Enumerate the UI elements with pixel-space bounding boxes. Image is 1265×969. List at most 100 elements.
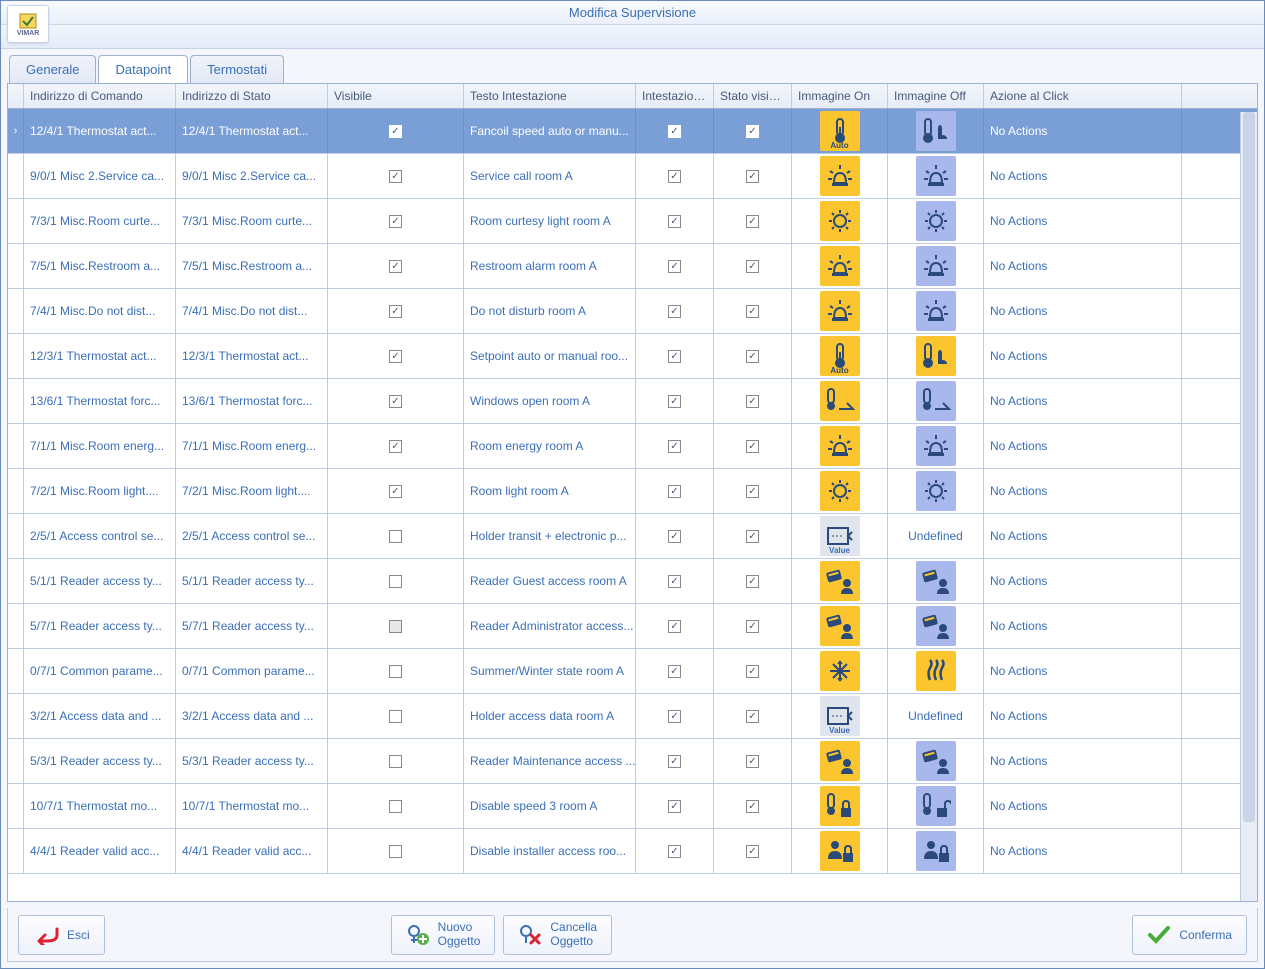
checkbox[interactable]: ✓ [746,305,759,318]
header-text-cell[interactable]: Holder transit + electronic p... [464,514,636,558]
visible-cell[interactable] [328,604,464,648]
checkbox[interactable]: ✓ [746,350,759,363]
image-on-cell[interactable]: Auto [792,334,888,378]
state-visible-cell[interactable]: ✓ [714,379,792,423]
image-off-cell[interactable] [888,154,984,198]
header-visible-cell[interactable]: ✓ [636,784,714,828]
visible-cell[interactable] [328,694,464,738]
state-address-cell[interactable]: 5/1/1 Reader access ty... [176,559,328,603]
cmd-address-cell[interactable]: 5/7/1 Reader access ty... [24,604,176,648]
cmd-address-cell[interactable]: 7/3/1 Misc.Room curte... [24,199,176,243]
header-visible-cell[interactable]: ✓ [636,559,714,603]
header-text-cell[interactable]: Holder access data room A [464,694,636,738]
checkbox[interactable]: ✓ [668,215,681,228]
click-action-cell[interactable]: No Actions [984,469,1182,513]
table-row[interactable]: 0/7/1 Common parame...0/7/1 Common param… [8,649,1257,694]
visible-cell[interactable]: ✓ [328,334,464,378]
tab-datapoint[interactable]: Datapoint [98,55,188,83]
table-row[interactable]: 5/3/1 Reader access ty...5/3/1 Reader ac… [8,739,1257,784]
click-action-cell[interactable]: No Actions [984,154,1182,198]
visible-cell[interactable] [328,784,464,828]
table-row[interactable]: 5/1/1 Reader access ty...5/1/1 Reader ac… [8,559,1257,604]
cmd-address-cell[interactable]: 7/1/1 Misc.Room energ... [24,424,176,468]
checkbox[interactable] [389,575,402,588]
header-visible-cell[interactable]: ✓ [636,379,714,423]
cmd-address-cell[interactable]: 10/7/1 Thermostat mo... [24,784,176,828]
checkbox[interactable]: ✓ [668,395,681,408]
image-on-cell[interactable] [792,154,888,198]
checkbox[interactable]: ✓ [389,260,402,273]
header-visible-cell[interactable]: ✓ [636,469,714,513]
checkbox[interactable]: ✓ [389,485,402,498]
checkbox[interactable] [389,710,402,723]
checkbox[interactable]: ✓ [746,620,759,633]
visible-cell[interactable]: ✓ [328,154,464,198]
state-address-cell[interactable]: 2/5/1 Access control se... [176,514,328,558]
state-visible-cell[interactable]: ✓ [714,289,792,333]
cmd-address-cell[interactable]: 0/7/1 Common parame... [24,649,176,693]
app-logo[interactable]: VIMAR [7,5,49,43]
click-action-cell[interactable]: No Actions [984,424,1182,468]
table-row[interactable]: 10/7/1 Thermostat mo...10/7/1 Thermostat… [8,784,1257,829]
header-text-cell[interactable]: Summer/Winter state room A [464,649,636,693]
cmd-address-cell[interactable]: 5/3/1 Reader access ty... [24,739,176,783]
header-visible-cell[interactable]: ✓ [636,199,714,243]
visible-cell[interactable] [328,559,464,603]
header-visible-cell[interactable]: ✓ [636,289,714,333]
table-row[interactable]: 7/2/1 Misc.Room light....7/2/1 Misc.Room… [8,469,1257,514]
cmd-address-cell[interactable]: 3/2/1 Access data and ... [24,694,176,738]
image-off-cell[interactable] [888,739,984,783]
visible-cell[interactable]: ✓ [328,244,464,288]
header-visible-cell[interactable]: ✓ [636,109,714,153]
state-address-cell[interactable]: 5/3/1 Reader access ty... [176,739,328,783]
image-on-cell[interactable]: Value [792,694,888,738]
checkbox[interactable]: ✓ [746,845,759,858]
checkbox[interactable]: ✓ [668,845,681,858]
cmd-address-cell[interactable]: 13/6/1 Thermostat forc... [24,379,176,423]
state-address-cell[interactable]: 3/2/1 Access data and ... [176,694,328,738]
table-row[interactable]: 5/7/1 Reader access ty...5/7/1 Reader ac… [8,604,1257,649]
state-visible-cell[interactable]: ✓ [714,784,792,828]
column-header-svis[interactable]: Stato visibile [714,84,792,108]
header-visible-cell[interactable]: ✓ [636,244,714,288]
image-on-cell[interactable] [792,559,888,603]
header-visible-cell[interactable]: ✓ [636,604,714,648]
header-text-cell[interactable]: Setpoint auto or manual roo... [464,334,636,378]
click-action-cell[interactable]: No Actions [984,739,1182,783]
image-off-cell[interactable] [888,334,984,378]
table-row[interactable]: 4/4/1 Reader valid acc...4/4/1 Reader va… [8,829,1257,874]
state-visible-cell[interactable]: ✓ [714,199,792,243]
checkbox[interactable]: ✓ [746,260,759,273]
state-address-cell[interactable]: 7/1/1 Misc.Room energ... [176,424,328,468]
visible-cell[interactable]: ✓ [328,469,464,513]
checkbox[interactable]: ✓ [389,215,402,228]
checkbox[interactable] [389,530,402,543]
visible-cell[interactable] [328,649,464,693]
image-on-cell[interactable] [792,199,888,243]
table-row[interactable]: 7/4/1 Misc.Do not dist...7/4/1 Misc.Do n… [8,289,1257,334]
table-row[interactable]: ›12/4/1 Thermostat act...12/4/1 Thermost… [8,109,1257,154]
header-visible-cell[interactable]: ✓ [636,829,714,873]
esci-button[interactable]: Esci [18,915,105,955]
click-action-cell[interactable]: No Actions [984,604,1182,648]
click-action-cell[interactable]: No Actions [984,289,1182,333]
visible-cell[interactable] [328,829,464,873]
header-visible-cell[interactable]: ✓ [636,739,714,783]
visible-cell[interactable]: ✓ [328,289,464,333]
column-header-ivis[interactable]: Intestazione Vi... [636,84,714,108]
checkbox[interactable]: ✓ [668,125,681,138]
table-row[interactable]: 7/5/1 Misc.Restroom a...7/5/1 Misc.Restr… [8,244,1257,289]
state-address-cell[interactable]: 4/4/1 Reader valid acc... [176,829,328,873]
checkbox[interactable]: ✓ [746,755,759,768]
header-visible-cell[interactable]: ✓ [636,154,714,198]
table-row[interactable]: 12/3/1 Thermostat act...12/3/1 Thermosta… [8,334,1257,379]
image-on-cell[interactable] [792,739,888,783]
image-off-cell[interactable]: Undefined [888,514,984,558]
state-address-cell[interactable]: 7/4/1 Misc.Do not dist... [176,289,328,333]
state-visible-cell[interactable]: ✓ [714,244,792,288]
state-visible-cell[interactable]: ✓ [714,649,792,693]
visible-cell[interactable]: ✓ [328,109,464,153]
image-on-cell[interactable]: Auto [792,109,888,153]
image-off-cell[interactable] [888,649,984,693]
table-row[interactable]: 3/2/1 Access data and ...3/2/1 Access da… [8,694,1257,739]
